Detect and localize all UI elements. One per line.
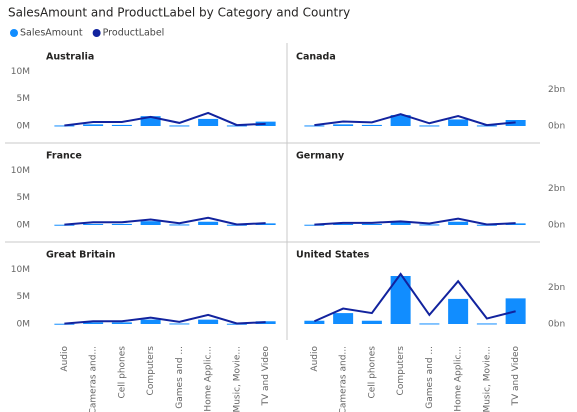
bar xyxy=(255,121,276,126)
legend-label: ProductLabel xyxy=(103,28,165,39)
bar xyxy=(140,319,161,324)
bar xyxy=(333,313,354,324)
bar xyxy=(390,276,411,324)
x-tick-label: Games and ... xyxy=(425,346,435,409)
y2-tick-label: 0bn xyxy=(548,122,565,132)
bar xyxy=(83,223,104,225)
bar xyxy=(169,224,190,226)
y-tick-label: 10M xyxy=(11,67,30,77)
bar xyxy=(169,323,190,325)
bar xyxy=(390,115,411,126)
bar xyxy=(505,298,526,324)
y-tick-label: 0M xyxy=(17,320,31,330)
x-tick-label: Music, Movie... xyxy=(232,346,242,412)
line xyxy=(314,217,516,226)
line xyxy=(313,272,516,323)
bar xyxy=(448,119,469,126)
y2-tick-label: 0bn xyxy=(548,320,565,330)
bar xyxy=(304,125,325,127)
y2-tick-label: 2bn xyxy=(548,283,565,293)
x-tick-label: Cell phones xyxy=(117,346,127,399)
bar xyxy=(198,118,219,126)
legend-marker xyxy=(92,29,101,37)
y2-tick-label: 0bn xyxy=(548,221,565,231)
chart-title: SalesAmount and ProductLabel by Category… xyxy=(8,6,350,20)
bar xyxy=(111,322,132,324)
y-tick-label: 10M xyxy=(11,265,30,275)
bar xyxy=(198,319,219,324)
y-tick-label: 5M xyxy=(17,193,31,203)
x-tick-label: Music, Movie... xyxy=(482,346,492,412)
line xyxy=(64,111,266,127)
bar xyxy=(304,224,325,226)
bar xyxy=(140,116,161,126)
x-tick-label: Computers xyxy=(146,346,156,396)
panel-title: United States xyxy=(296,250,370,261)
y-tick-label: 5M xyxy=(17,94,31,104)
bar xyxy=(140,221,161,225)
y2-tick-label: 2bn xyxy=(548,85,565,95)
bar xyxy=(54,125,75,127)
bar xyxy=(111,223,132,225)
bar xyxy=(419,323,440,325)
line xyxy=(64,313,266,325)
line xyxy=(64,216,266,226)
panel-title: Canada xyxy=(296,52,336,63)
x-tick-label: Games and ... xyxy=(175,346,185,409)
x-tick-label: Cameras and... xyxy=(339,346,349,412)
bar xyxy=(304,320,325,324)
x-tick-label: Home Applic... xyxy=(454,346,464,412)
x-tick-label: Audio xyxy=(310,346,320,372)
panel-title: Australia xyxy=(46,52,94,63)
x-tick-label: Cameras and... xyxy=(89,346,99,412)
panel-title: France xyxy=(46,151,82,162)
panel-title: Great Britain xyxy=(46,250,116,261)
bar xyxy=(361,223,382,225)
bar xyxy=(198,221,219,225)
bar xyxy=(333,124,354,126)
x-tick-label: Cell phones xyxy=(367,346,377,399)
x-tick-label: Audio xyxy=(60,346,70,372)
bar xyxy=(448,221,469,225)
x-tick-label: TV and Video xyxy=(511,346,521,407)
legend-label: SalesAmount xyxy=(20,28,83,39)
y-tick-label: 10M xyxy=(11,166,30,176)
bar xyxy=(476,323,497,325)
bar xyxy=(169,125,190,127)
bar xyxy=(54,224,75,226)
bar xyxy=(333,223,354,225)
x-tick-label: Computers xyxy=(396,346,406,396)
bar xyxy=(83,322,104,324)
bar xyxy=(361,320,382,324)
bar xyxy=(390,222,411,225)
legend-marker xyxy=(10,29,18,37)
y-tick-label: 5M xyxy=(17,292,31,302)
panel-title: Germany xyxy=(296,151,345,162)
x-tick-label: TV and Video xyxy=(261,346,271,407)
bar xyxy=(419,125,440,127)
bar xyxy=(54,323,75,325)
y2-tick-label: 2bn xyxy=(548,184,565,194)
line xyxy=(314,113,516,127)
y-tick-label: 0M xyxy=(17,122,31,132)
bar xyxy=(419,224,440,226)
bar xyxy=(361,124,382,126)
y-tick-label: 0M xyxy=(17,221,31,231)
bar xyxy=(83,124,104,126)
bar xyxy=(448,298,469,324)
x-tick-label: Home Applic... xyxy=(204,346,214,412)
bar xyxy=(111,124,132,126)
